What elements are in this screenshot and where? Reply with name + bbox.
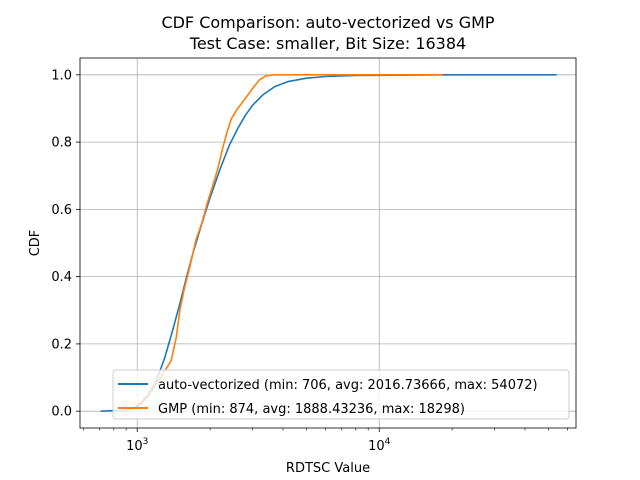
- plot-frame: [79, 57, 577, 429]
- legend-box: [112, 369, 570, 420]
- x-tick-label: 103: [126, 437, 148, 454]
- x-tick-label: 104: [368, 437, 391, 454]
- legend-label-auto-vectorized: auto-vectorized (min: 706, avg: 2016.736…: [158, 378, 538, 393]
- legend-label-gmp: GMP (min: 874, avg: 1888.43236, max: 182…: [158, 402, 465, 417]
- chart-subtitle: Test Case: smaller, Bit Size: 16384: [189, 34, 466, 53]
- chart-title: CDF Comparison: auto-vectorized vs GMP: [161, 13, 494, 32]
- x-axis-label: RDTSC Value: [286, 461, 370, 476]
- y-tick-label: 0.8: [51, 136, 72, 151]
- axis-ticks: 0.0 0.2 0.4 0.6 0.8 1.0 103 104: [51, 68, 568, 454]
- y-tick-label: 0.6: [51, 203, 72, 218]
- legend: auto-vectorized (min: 706, avg: 2016.736…: [112, 369, 570, 420]
- y-tick-label: 0.2: [51, 337, 72, 352]
- y-axis-label: CDF: [28, 230, 43, 257]
- y-tick-label: 0.0: [51, 405, 72, 420]
- y-tick-label: 0.4: [51, 270, 72, 285]
- y-tick-label: 1.0: [51, 68, 72, 83]
